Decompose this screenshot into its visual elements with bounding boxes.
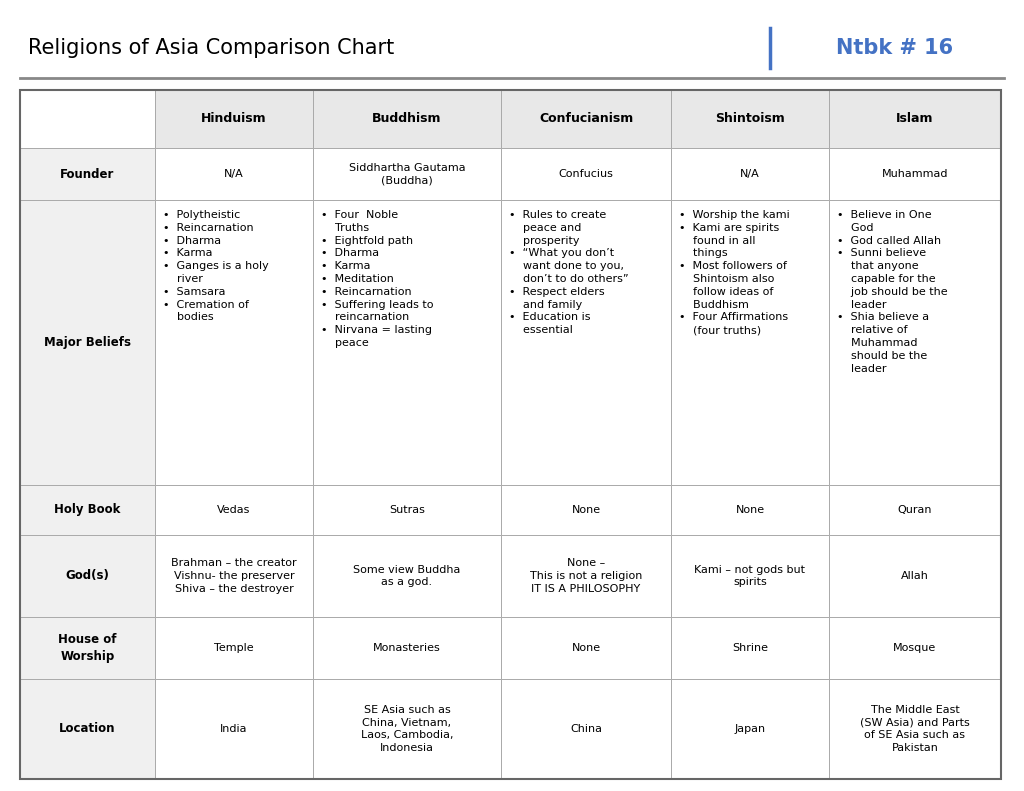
Text: •  Four  Noble
    Truths
•  Eightfold path
•  Dharma
•  Karma
•  Meditation
•  : • Four Noble Truths • Eightfold path • D…	[321, 210, 433, 348]
Bar	[20, 679, 155, 779]
Bar	[501, 90, 671, 148]
Text: •  Believe in One
    God
•  God called Allah
•  Sunni believe
    that anyone
 : • Believe in One God • God called Allah …	[837, 210, 947, 373]
Text: Founder: Founder	[60, 168, 115, 180]
Bar	[501, 148, 671, 200]
Bar	[20, 200, 155, 485]
Bar	[313, 148, 501, 200]
Text: •  Worship the kami
•  Kami are spirits
    found in all
    things
•  Most foll: • Worship the kami • Kami are spirits fo…	[679, 210, 790, 335]
Bar	[501, 679, 671, 779]
Bar	[501, 617, 671, 679]
Bar	[20, 535, 155, 617]
Text: N/A: N/A	[224, 169, 244, 179]
Text: None –
This is not a religion
IT IS A PHILOSOPHY: None – This is not a religion IT IS A PH…	[529, 558, 642, 594]
Text: Vedas: Vedas	[217, 505, 251, 515]
Text: Religions of Asia Comparison Chart: Religions of Asia Comparison Chart	[28, 38, 394, 58]
Text: None: None	[735, 505, 765, 515]
Bar	[20, 617, 155, 679]
Text: God(s): God(s)	[66, 570, 110, 582]
Bar	[501, 535, 671, 617]
Bar	[313, 200, 501, 485]
Bar	[671, 535, 829, 617]
Bar	[313, 535, 501, 617]
Bar	[20, 90, 1001, 779]
Bar	[20, 90, 155, 148]
Bar	[155, 200, 313, 485]
Bar	[313, 617, 501, 679]
Bar	[313, 679, 501, 779]
Text: Major Beliefs: Major Beliefs	[44, 336, 131, 349]
Text: Buddhism: Buddhism	[373, 112, 441, 126]
Text: Temple: Temple	[214, 643, 254, 653]
Text: Shrine: Shrine	[732, 643, 768, 653]
Text: None: None	[571, 505, 600, 515]
Text: Holy Book: Holy Book	[54, 504, 121, 517]
Bar	[20, 148, 155, 200]
Text: Confucius: Confucius	[558, 169, 613, 179]
Text: House of
Worship: House of Worship	[58, 634, 117, 663]
Text: Location: Location	[59, 722, 116, 736]
Text: Shintoism: Shintoism	[715, 112, 784, 126]
Bar	[155, 148, 313, 200]
Bar	[501, 200, 671, 485]
Text: Kami – not gods but
spirits: Kami – not gods but spirits	[694, 565, 806, 588]
Bar	[155, 90, 313, 148]
Bar	[829, 485, 1001, 535]
Text: Monasteries: Monasteries	[373, 643, 441, 653]
Bar	[671, 485, 829, 535]
Bar	[155, 485, 313, 535]
Text: Siddhartha Gautama
(Buddha): Siddhartha Gautama (Buddha)	[349, 163, 465, 185]
Bar	[671, 90, 829, 148]
Bar	[829, 535, 1001, 617]
Bar	[671, 148, 829, 200]
Bar	[20, 485, 155, 535]
Text: Sutras: Sutras	[389, 505, 425, 515]
Text: •  Rules to create
    peace and
    prosperity
•  “What you don’t
    want done: • Rules to create peace and prosperity •…	[509, 210, 629, 335]
Text: Japan: Japan	[734, 724, 766, 734]
Text: •  Polytheistic
•  Reincarnation
•  Dharma
•  Karma
•  Ganges is a holy
    rive: • Polytheistic • Reincarnation • Dharma …	[163, 210, 268, 323]
Text: Islam: Islam	[896, 112, 934, 126]
Bar	[671, 617, 829, 679]
Text: SE Asia such as
China, Vietnam,
Laos, Cambodia,
Indonesia: SE Asia such as China, Vietnam, Laos, Ca…	[360, 705, 454, 753]
Bar	[155, 679, 313, 779]
Bar	[671, 679, 829, 779]
Text: India: India	[220, 724, 248, 734]
Text: China: China	[570, 724, 602, 734]
Bar	[671, 200, 829, 485]
Text: The Middle East
(SW Asia) and Parts
of SE Asia such as
Pakistan: The Middle East (SW Asia) and Parts of S…	[860, 705, 970, 753]
Bar	[501, 485, 671, 535]
Text: Brahman – the creator
Vishnu- the preserver
Shiva – the destroyer: Brahman – the creator Vishnu- the preser…	[171, 558, 297, 594]
Bar	[155, 617, 313, 679]
Text: Some view Buddha
as a god.: Some view Buddha as a god.	[353, 565, 461, 588]
Text: Mosque: Mosque	[893, 643, 937, 653]
Bar	[829, 617, 1001, 679]
Text: None: None	[571, 643, 600, 653]
Text: Confucianism: Confucianism	[539, 112, 633, 126]
Text: N/A: N/A	[740, 169, 760, 179]
Bar	[313, 485, 501, 535]
Bar	[829, 200, 1001, 485]
Bar	[829, 679, 1001, 779]
Text: Allah: Allah	[901, 571, 929, 581]
Text: Ntbk # 16: Ntbk # 16	[837, 38, 953, 58]
Bar	[829, 148, 1001, 200]
Bar	[829, 90, 1001, 148]
Bar	[155, 535, 313, 617]
Text: Quran: Quran	[898, 505, 932, 515]
Text: Hinduism: Hinduism	[201, 112, 267, 126]
Text: Muhammad: Muhammad	[882, 169, 948, 179]
Bar	[313, 90, 501, 148]
